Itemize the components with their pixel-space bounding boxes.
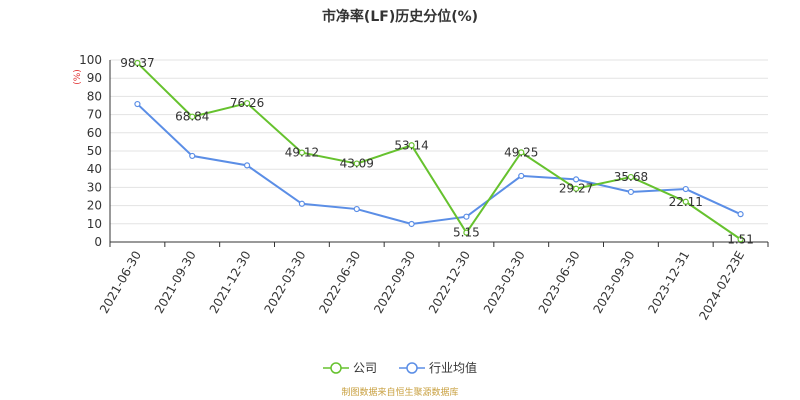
- data-point: [189, 152, 196, 160]
- data-point: [243, 162, 251, 169]
- data-point: [298, 200, 306, 207]
- data-label: 53.14: [394, 138, 428, 152]
- series-lines: [134, 59, 744, 243]
- x-tick-label: 2023-09-30: [591, 249, 638, 316]
- data-point: [518, 149, 525, 156]
- data-point: [353, 205, 360, 213]
- data-label: 29.27: [559, 182, 593, 196]
- data-label: 5.15: [453, 226, 480, 240]
- legend-label: 行业均值: [429, 361, 478, 375]
- legend-swatch: [399, 361, 425, 374]
- y-axis-unit-label: (%): [73, 69, 83, 85]
- y-tick-label: 20: [87, 199, 102, 213]
- data-label: 49.25: [504, 145, 538, 159]
- legend-swatch: [322, 361, 349, 374]
- data-point: [682, 185, 689, 193]
- x-tick-label: 2022-03-30: [262, 249, 309, 316]
- legend-swatch-marker: [330, 361, 342, 374]
- legend: 公司 行业均值: [0, 359, 800, 376]
- data-point: [737, 211, 744, 218]
- x-tick-label: 2022-06-30: [316, 249, 363, 316]
- data-point: [572, 185, 580, 192]
- data-point: [518, 172, 525, 180]
- grid-lines: [110, 59, 768, 225]
- y-tick-label: 40: [87, 162, 102, 176]
- data-point: [134, 100, 141, 108]
- data-label: 49.12: [285, 146, 319, 160]
- data-point: [408, 142, 415, 149]
- data-label: 35.68: [614, 170, 648, 184]
- data-point: [243, 100, 251, 107]
- legend-item[interactable]: 公司: [322, 359, 377, 376]
- data-labels: 98.37 68.84 76.26 49.12 43.09 53.14 5.15 49.25 2…: [120, 56, 754, 246]
- legend-swatch-marker: [406, 361, 418, 374]
- data-point: [627, 188, 635, 196]
- data-point: [737, 236, 744, 243]
- x-tick-label: 2023-03-30: [481, 249, 528, 316]
- data-point: [463, 229, 470, 236]
- y-tick-label: 100: [79, 53, 102, 67]
- data-point: [572, 176, 580, 183]
- data-point: [134, 59, 141, 67]
- x-tick-label: 2023-06-30: [536, 249, 583, 316]
- y-tick-label: 90: [87, 71, 102, 85]
- data-label: 1.51: [727, 232, 754, 246]
- data-point: [298, 149, 306, 156]
- data-label: 68.84: [175, 110, 209, 124]
- data-point: [353, 160, 360, 167]
- data-label: 76.26: [230, 96, 264, 110]
- chart-title: 市净率(LF)历史分位(%): [321, 9, 479, 25]
- y-tick-label: 50: [87, 144, 102, 158]
- x-tick-label: 2022-09-30: [371, 249, 418, 316]
- x-tick-label: 2023-12-31: [645, 249, 692, 316]
- y-tick-label: 60: [87, 126, 102, 140]
- series-line-0: [136, 62, 742, 241]
- y-tick-label: 80: [87, 89, 102, 103]
- data-point: [189, 113, 196, 120]
- source-note: 制图数据来自恒生聚源数据库: [341, 388, 459, 398]
- series-line-1: [136, 103, 741, 225]
- legend-label: 公司: [352, 361, 377, 375]
- y-tick-label: 70: [87, 108, 102, 122]
- y-tick-label: 10: [87, 217, 102, 231]
- data-label: 22.11: [669, 195, 703, 209]
- y-tick-label: 30: [87, 180, 102, 194]
- data-label: 43.09: [340, 157, 374, 171]
- data-point: [627, 173, 635, 181]
- data-point: [682, 198, 689, 205]
- data-point: [408, 220, 415, 228]
- x-tick-label: 2021-06-30: [97, 249, 144, 316]
- data-label: 98.37: [120, 56, 154, 70]
- x-tick-label: 2022-12-30: [426, 249, 473, 316]
- x-tick-label: 2021-09-30: [152, 249, 199, 316]
- legend-item[interactable]: 行业均值: [399, 359, 477, 376]
- x-tick-label: 2024-02-23E: [696, 249, 747, 323]
- y-tick-label: 0: [94, 235, 102, 249]
- x-tick-label: 2021-12-30: [207, 249, 254, 316]
- data-point: [463, 213, 470, 220]
